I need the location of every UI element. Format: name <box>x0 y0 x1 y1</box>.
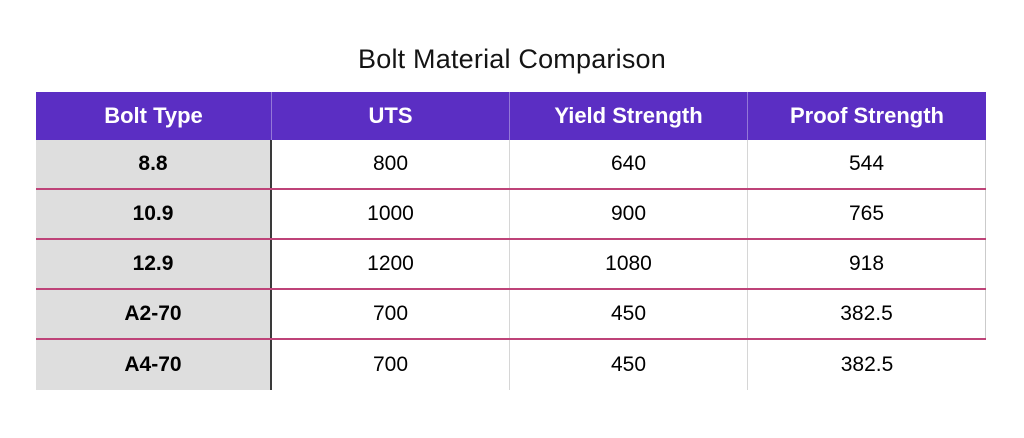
row-divider <box>36 188 986 190</box>
cell-uts: 1200 <box>272 240 510 288</box>
row-label: A2-70 <box>36 290 272 338</box>
table-row: A4-70 700 450 382.5 <box>36 340 986 390</box>
page-title: Bolt Material Comparison <box>358 44 666 74</box>
column-header-uts: UTS <box>272 92 510 140</box>
cell-yield-strength: 640 <box>510 140 748 188</box>
row-label: 12.9 <box>36 240 272 288</box>
cell-uts: 700 <box>272 340 510 390</box>
column-header-proof-strength: Proof Strength <box>790 103 944 128</box>
cell-proof-strength: 918 <box>848 252 885 275</box>
table-row: 8.8 800 640 544 <box>36 140 986 188</box>
cell-yield-strength: 1080 <box>510 240 748 288</box>
row-label: 10.9 <box>36 190 272 238</box>
row-label: A4-70 <box>36 340 272 390</box>
cell-proof-strength: 544 <box>848 152 885 175</box>
cell-yield-strength: 900 <box>510 190 748 238</box>
row-divider <box>36 288 986 290</box>
table-row: 12.9 1200 1080 918 <box>36 240 986 288</box>
table-header-row: Bolt Type UTS Yield Strength Proof Stren… <box>36 92 986 140</box>
cell-yield-strength: 450 <box>510 290 748 338</box>
row-divider <box>36 338 986 340</box>
cell-proof-strength: 382.5 <box>840 353 894 376</box>
bolt-material-table: Bolt Type UTS Yield Strength Proof Stren… <box>36 92 986 390</box>
column-header-yield-strength: Yield Strength <box>510 92 748 140</box>
column-header-bolt-type: Bolt Type <box>36 92 272 140</box>
row-divider <box>36 238 986 240</box>
cell-uts: 700 <box>272 290 510 338</box>
cell-uts: 1000 <box>272 190 510 238</box>
table-row: A2-70 700 450 382.5 <box>36 290 986 338</box>
table-row: 10.9 1000 900 765 <box>36 190 986 238</box>
cell-yield-strength: 450 <box>510 340 748 390</box>
cell-proof-strength: 382.5 <box>840 302 893 325</box>
cell-uts: 800 <box>272 140 510 188</box>
row-label: 8.8 <box>36 140 272 188</box>
cell-proof-strength: 765 <box>848 202 885 225</box>
